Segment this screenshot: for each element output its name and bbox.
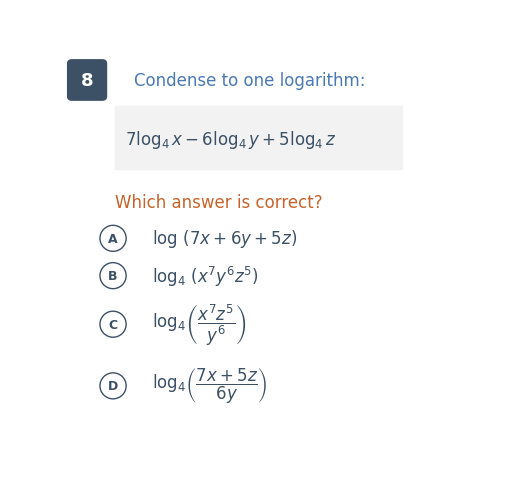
Text: D: D — [108, 379, 118, 393]
Text: 8: 8 — [81, 72, 93, 90]
FancyBboxPatch shape — [115, 106, 401, 170]
Text: Which answer is correct?: Which answer is correct? — [115, 194, 323, 212]
Text: Condense to one logarithm:: Condense to one logarithm: — [134, 72, 365, 90]
Text: B: B — [108, 270, 118, 283]
Text: $\log\,(7x + 6y + 5z)$: $\log\,(7x + 6y + 5z)$ — [152, 228, 297, 250]
Text: $\log_4\,(x^7y^6z^5)$: $\log_4\,(x^7y^6z^5)$ — [152, 264, 259, 288]
Text: $\log_4\!\left(\dfrac{7x + 5z}{6y}\right)$: $\log_4\!\left(\dfrac{7x + 5z}{6y}\right… — [152, 366, 268, 406]
FancyBboxPatch shape — [68, 60, 107, 101]
Text: A: A — [108, 232, 118, 245]
Text: $7\log_4 x - 6\log_4 y + 5\log_4 z$: $7\log_4 x - 6\log_4 y + 5\log_4 z$ — [125, 128, 337, 151]
Text: $\log_4\!\left(\dfrac{x^7 z^5}{y^6}\right)$: $\log_4\!\left(\dfrac{x^7 z^5}{y^6}\righ… — [152, 302, 247, 347]
Text: C: C — [108, 318, 118, 331]
